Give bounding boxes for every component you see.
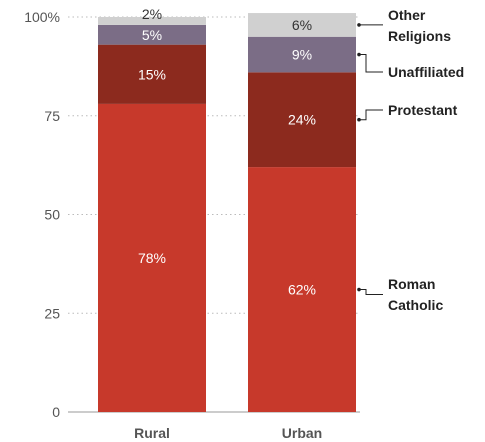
data-label-urban-unaffiliated: 9% bbox=[292, 47, 312, 63]
data-label-urban-protestant: 24% bbox=[288, 112, 316, 128]
legend-label-roman-catholic: Catholic bbox=[388, 297, 443, 313]
bar-segment-rural-unaffiliated bbox=[98, 24, 206, 45]
bar-segment-urban-roman-catholic bbox=[248, 167, 356, 412]
bar-segment-rural-roman-catholic bbox=[98, 103, 206, 413]
y-tick-label: 75 bbox=[44, 108, 60, 124]
legend: Roman Catholic Protestant Unaffiliated Other… bbox=[357, 7, 464, 313]
legend-label-roman-catholic: Roman bbox=[388, 276, 435, 292]
legend-label-other-religions: Other bbox=[388, 7, 426, 23]
legend-label-unaffiliated: Unaffiliated bbox=[388, 64, 464, 80]
data-label-urban-other-religions: 6% bbox=[292, 17, 312, 33]
bar-segment-urban-unaffiliated bbox=[248, 36, 356, 73]
y-tick-label: 100% bbox=[24, 9, 60, 25]
data-label-urban-roman-catholic: 62% bbox=[288, 282, 316, 298]
data-label-rural-roman-catholic: 78% bbox=[138, 250, 166, 266]
x-axis: Rural Urban bbox=[134, 425, 322, 441]
data-label-rural-other-religions: 2% bbox=[142, 6, 162, 22]
x-tick-label-rural: Rural bbox=[134, 425, 170, 441]
data-label-rural-unaffiliated: 5% bbox=[142, 27, 162, 43]
y-axis: 0 25 50 75 100% bbox=[24, 9, 60, 420]
legend-label-other-religions: Religions bbox=[388, 28, 451, 44]
bar-segment-urban-protestant bbox=[248, 72, 356, 168]
x-tick-label-urban: Urban bbox=[282, 425, 322, 441]
bar-segment-urban-other-religions bbox=[248, 13, 356, 37]
leader-line-roman-catholic bbox=[359, 289, 383, 295]
leader-line-protestant bbox=[359, 109, 383, 121]
data-label-rural-protestant: 15% bbox=[138, 66, 166, 82]
y-tick-label: 25 bbox=[44, 305, 60, 321]
legend-label-protestant: Protestant bbox=[388, 102, 458, 118]
y-tick-label: 50 bbox=[44, 207, 60, 223]
segment-labels: 78% 15% 5% 2% 62% 24% 9% 6% bbox=[138, 6, 316, 298]
leader-line-unaffiliated bbox=[359, 54, 383, 73]
bar-segment-rural-protestant bbox=[98, 44, 206, 104]
y-tick-label: 0 bbox=[52, 404, 60, 420]
bars bbox=[98, 13, 356, 413]
bar-segment-rural-other-religions bbox=[98, 17, 206, 25]
